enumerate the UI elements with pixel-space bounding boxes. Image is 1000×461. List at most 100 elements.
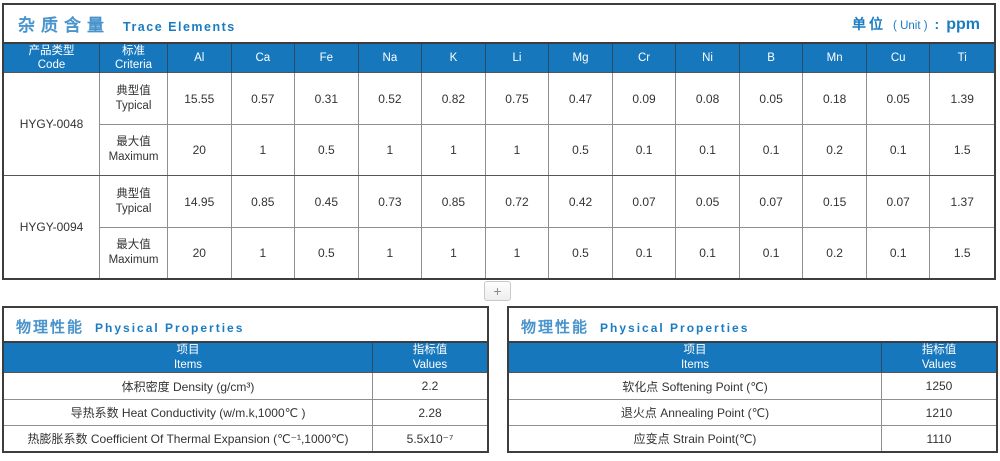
- trace-value-cell: 0.42: [549, 176, 613, 227]
- panel-title-en: Trace Elements: [123, 20, 236, 34]
- trace-value-cell: 0.05: [740, 73, 804, 124]
- panel-title-cn: 物理性能: [16, 319, 85, 336]
- trace-value-cell: 0.1: [867, 125, 931, 175]
- unit-label-en: ( Unit ): [893, 19, 928, 32]
- criteria-label-cn: 典型值: [116, 187, 151, 200]
- property-item-cell: 导热系数 Heat Conductivity (w/m.k,1000℃ ): [4, 400, 373, 425]
- property-item-cell: 退火点 Annealing Point (℃): [509, 400, 882, 425]
- criteria-cell-typical: 典型值 Typical: [100, 176, 168, 227]
- values-column-header-en: Values: [412, 358, 448, 371]
- trace-value-cell: 0.1: [676, 228, 740, 278]
- property-item-cell: 软化点 Softening Point (℃): [509, 373, 882, 399]
- trace-value-cell: 1: [422, 228, 486, 278]
- criteria-label-en: Typical: [115, 99, 152, 112]
- trace-value-cell: 14.95: [168, 176, 232, 227]
- criteria-label-cn: 最大值: [116, 136, 151, 149]
- product-group: HYGY-0048 典型值 Typical 15.55 0.57 0.31 0.52 0…: [4, 73, 994, 175]
- trace-value-cell: 0.08: [676, 73, 740, 124]
- panel-title-en: Physical Properties: [600, 321, 750, 335]
- trace-value-cell: 0.5: [295, 228, 359, 278]
- code-column-header-en: Code: [37, 59, 66, 72]
- property-value-cell: 1250: [925, 379, 953, 393]
- criteria-label-en: Maximum: [108, 151, 159, 163]
- trace-value-cell: 0.15: [803, 176, 867, 227]
- panel-title-cn: 物理性能: [521, 319, 590, 336]
- trace-value-cell: 1: [422, 125, 486, 175]
- add-row-button[interactable]: +: [484, 281, 511, 301]
- trace-value-cell: 0.1: [676, 125, 740, 175]
- trace-value-cell: 0.09: [613, 73, 677, 124]
- trace-value-cell: 0.31: [295, 73, 359, 124]
- element-column-header: B: [740, 44, 804, 73]
- element-column-header: Mn: [803, 44, 867, 73]
- property-row: 软化点 Softening Point (℃) 1250: [509, 373, 996, 399]
- panel-title-cn: 杂质含量: [18, 16, 110, 35]
- trace-value-cell: 0.1: [613, 125, 677, 175]
- physical-properties-panel-left: 物理性能 Physical Properties 项目 Items 指标值 Va…: [2, 306, 489, 453]
- property-row: 导热系数 Heat Conductivity (w/m.k,1000℃ ) 2.…: [4, 399, 487, 425]
- property-item-cell: 热膨胀系数 Coefficient Of Thermal Expansion (…: [4, 426, 373, 451]
- trace-value-cell: 0.1: [867, 228, 931, 278]
- physical-right-body: 软化点 Softening Point (℃) 1250 退火点 Anneali…: [509, 373, 996, 451]
- trace-value-cell: 1: [486, 125, 550, 175]
- trace-value-cell: 0.57: [232, 73, 296, 124]
- panel-title-en: Physical Properties: [95, 321, 245, 335]
- trace-values-row-typical: 典型值 Typical 14.95 0.85 0.45 0.73 0.85 0.72 0.4…: [100, 176, 994, 227]
- trace-value-cell: 0.47: [549, 73, 613, 124]
- property-value-cell: 1210: [925, 405, 953, 420]
- values-column-header: 指标值 Values: [882, 343, 996, 372]
- trace-elements-panel: 杂质含量 Trace Elements 单位 ( Unit ) : ppm 产品…: [2, 3, 996, 280]
- trace-value-cell: 0.85: [232, 176, 296, 227]
- trace-value-cell: 15.55: [168, 73, 232, 124]
- property-item-cell: 应变点 Strain Point(℃): [509, 426, 882, 451]
- trace-table-body: HYGY-0048 典型值 Typical 15.55 0.57 0.31 0.52 0…: [4, 73, 994, 278]
- trace-value-cell: 0.5: [549, 125, 613, 175]
- trace-value-cell: 1.5: [953, 246, 971, 260]
- physical-left-title-bar: 物理性能 Physical Properties: [4, 308, 487, 341]
- code-column-header: 产品类型 Code: [4, 44, 100, 73]
- trace-value-cell: 0.2: [803, 125, 867, 175]
- trace-value-cell: 1: [359, 125, 423, 175]
- property-value-cell: 2.28: [418, 405, 442, 420]
- items-column-header-cn: 项目: [683, 344, 707, 357]
- trace-value-cell: 0.1: [740, 228, 804, 278]
- trace-value-cell: 0.07: [740, 176, 804, 227]
- property-value-cell: 5.5x10⁻⁷: [406, 431, 454, 446]
- criteria-label-en: Typical: [115, 202, 152, 215]
- trace-value-cell: 0.52: [359, 73, 423, 124]
- element-column-header: Al: [168, 44, 232, 73]
- trace-values-row-maximum: 最大值 Maximum 20 1 0.5 1 1 1 0.5 0.1 0.1 0.1 0.2 0.1 1…: [100, 227, 994, 278]
- physical-left-body: 体积密度 Density (g/cm³) 2.2 导热系数 Heat Condu…: [4, 373, 487, 451]
- element-column-header: Fe: [295, 44, 359, 73]
- trace-value-cell: 20: [168, 228, 232, 278]
- physical-right-title-bar: 物理性能 Physical Properties: [509, 308, 996, 341]
- element-column-header: Ca: [232, 44, 296, 73]
- criteria-column-header-en: Criteria: [114, 59, 153, 72]
- trace-value-cell: 0.45: [295, 176, 359, 227]
- element-column-header: Mg: [549, 44, 613, 73]
- values-column-header-cn: 指标值: [921, 344, 957, 357]
- trace-value-cell: 1: [486, 228, 550, 278]
- product-code-cell: HYGY-0048: [4, 73, 100, 175]
- criteria-column-header-cn: 标准: [122, 45, 145, 57]
- physical-left-header-row: 项目 Items 指标值 Values: [4, 341, 487, 373]
- property-row: 退火点 Annealing Point (℃) 1210: [509, 399, 996, 425]
- element-column-header: Cr: [613, 44, 677, 73]
- items-column-header: 项目 Items: [4, 343, 373, 372]
- unit-colon: :: [934, 15, 940, 32]
- property-value-cell: 2.2: [421, 379, 439, 393]
- property-row: 应变点 Strain Point(℃) 1110: [509, 425, 996, 451]
- items-column-header-en: Items: [680, 358, 710, 371]
- trace-value-cell: 0.07: [613, 176, 677, 227]
- values-column-header-en: Values: [921, 358, 957, 371]
- property-value-cell: 1110: [926, 431, 952, 446]
- trace-value-cell: 1: [232, 125, 296, 175]
- trace-value-cell: 0.75: [486, 73, 550, 124]
- physical-properties-panel-right: 物理性能 Physical Properties 项目 Items 指标值 Va…: [507, 306, 998, 453]
- trace-value-cell: 1.37: [950, 194, 974, 209]
- values-column-header: 指标值 Values: [373, 343, 487, 372]
- items-column-header: 项目 Items: [509, 343, 882, 372]
- trace-value-cell: 0.5: [549, 228, 613, 278]
- criteria-label-en: Maximum: [108, 254, 159, 266]
- trace-value-cell: 0.2: [803, 228, 867, 278]
